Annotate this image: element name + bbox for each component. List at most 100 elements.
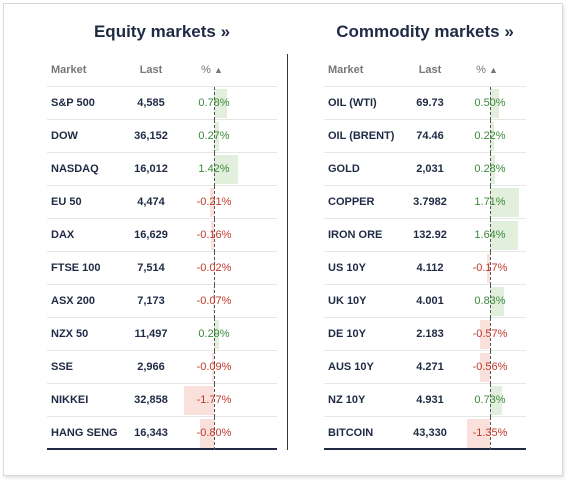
market-name: DE 10Y	[328, 328, 366, 340]
pct-change-cell: -0.21%	[189, 186, 239, 219]
zero-line	[214, 87, 215, 120]
pct-change: 0.27%	[198, 130, 230, 142]
negative-change-bar	[211, 221, 214, 250]
market-name: NZ 10Y	[328, 394, 366, 406]
market-name: BITCOIN	[328, 427, 374, 439]
last-price: 2,966	[137, 361, 165, 373]
positive-change-bar	[214, 122, 219, 151]
market-name: ASX 200	[51, 295, 96, 307]
pct-change-cell: -0.16%	[189, 219, 239, 252]
pct-column-header[interactable]: % ▲	[197, 54, 227, 87]
table-row[interactable]: NIKKEI 32,858 -1.77%	[47, 384, 277, 417]
last-price: 16,343	[134, 427, 168, 439]
market-column-header[interactable]: Market	[51, 64, 87, 76]
pct-change-cell: 0.28%	[465, 153, 515, 186]
table-row[interactable]: AUS 10Y 4.271 -0.56%	[324, 351, 526, 384]
negative-change-bar	[210, 188, 214, 217]
table-row[interactable]: HANG SENG 16,343 -0.80%	[47, 417, 277, 450]
table-row[interactable]: BITCOIN 43,330 -1.35%	[324, 417, 526, 450]
pct-change: 0.83%	[474, 295, 506, 307]
last-column-header[interactable]: Last	[139, 64, 163, 76]
pct-change-cell: 1.64%	[465, 219, 515, 252]
pct-change: -1.35%	[472, 427, 508, 439]
market-column-header[interactable]: Market	[328, 64, 364, 76]
table-row[interactable]: NZ 10Y 4.931 0.73%	[324, 384, 526, 417]
market-name: US 10Y	[328, 262, 366, 274]
negative-change-bar	[200, 419, 214, 448]
pct-change-cell: 0.29%	[189, 318, 239, 351]
table-row[interactable]: NASDAQ 16,012 1.42%	[47, 153, 277, 186]
zero-line	[490, 87, 491, 120]
table-row[interactable]: IRON ORE 132.92 1.64%	[324, 219, 526, 252]
pct-change: -0.80%	[196, 427, 232, 439]
last-price: 3.7982	[413, 196, 447, 208]
pct-change: -0.56%	[472, 361, 508, 373]
pct-change: 1.64%	[474, 229, 506, 241]
table-row[interactable]: DAX 16,629 -0.16%	[47, 219, 277, 252]
table-row[interactable]: SSE 2,966 -0.09%	[47, 351, 277, 384]
table-row[interactable]: DE 10Y 2.183 -0.57%	[324, 318, 526, 351]
pct-change-cell: 0.78%	[189, 87, 239, 120]
zero-line	[214, 384, 215, 417]
pct-change: 0.78%	[198, 97, 230, 109]
table-row[interactable]: S&P 500 4,585 0.78%	[47, 87, 277, 120]
equity-markets-panel: Equity markets » Market Last % ▲ S&P 500…	[47, 4, 277, 450]
table-row[interactable]: DOW 36,152 0.27%	[47, 120, 277, 153]
table-row[interactable]: EU 50 4,474 -0.21%	[47, 186, 277, 219]
table-row[interactable]: OIL (BRENT) 74.46 0.22%	[324, 120, 526, 153]
pct-change-cell: 0.83%	[465, 285, 515, 318]
commodity-markets-panel: Commodity markets » Market Last % ▲ OIL …	[324, 4, 526, 450]
positive-change-bar	[214, 89, 228, 118]
pct-change-cell: -0.09%	[189, 351, 239, 384]
last-price: 4,474	[137, 196, 165, 208]
market-name: IRON ORE	[328, 229, 383, 241]
pct-change-cell: -0.56%	[465, 351, 515, 384]
pct-change: -0.16%	[196, 229, 232, 241]
pct-header-label: %	[476, 64, 486, 76]
equity-table-header: Market Last % ▲	[47, 54, 277, 87]
pct-header-label: %	[201, 64, 211, 76]
zero-line	[214, 417, 215, 450]
zero-line	[490, 285, 491, 318]
pct-change: 0.50%	[474, 97, 506, 109]
last-column-header[interactable]: Last	[418, 64, 442, 76]
market-name: HANG SENG	[51, 427, 118, 439]
table-row[interactable]: UK 10Y 4.001 0.83%	[324, 285, 526, 318]
zero-line	[214, 285, 215, 318]
zero-line	[490, 219, 491, 252]
pct-change: 0.22%	[474, 130, 506, 142]
table-row[interactable]: COPPER 3.7982 1.71%	[324, 186, 526, 219]
zero-line	[490, 318, 491, 351]
pct-change-cell: -1.35%	[465, 417, 515, 450]
zero-line	[490, 417, 491, 450]
zero-line	[490, 120, 491, 153]
table-row[interactable]: ASX 200 7,173 -0.07%	[47, 285, 277, 318]
table-row[interactable]: NZX 50 11,497 0.29%	[47, 318, 277, 351]
positive-change-bar	[490, 221, 518, 250]
market-name: DOW	[51, 130, 78, 142]
table-row[interactable]: FTSE 100 7,514 -0.02%	[47, 252, 277, 285]
table-row[interactable]: OIL (WTI) 69.73 0.50%	[324, 87, 526, 120]
pct-change-cell: -0.07%	[189, 285, 239, 318]
last-price: 74.46	[416, 130, 444, 142]
zero-line	[214, 120, 215, 153]
equity-markets-link[interactable]: Equity markets »	[93, 22, 231, 41]
last-price: 16,629	[134, 229, 168, 241]
market-name: GOLD	[328, 163, 360, 175]
zero-line	[214, 219, 215, 252]
last-price: 32,858	[134, 394, 168, 406]
pct-change: -0.57%	[472, 328, 508, 340]
zero-line	[490, 153, 491, 186]
zero-line	[490, 351, 491, 384]
pct-change-cell: 1.42%	[189, 153, 239, 186]
commodity-markets-link[interactable]: Commodity markets »	[336, 22, 514, 41]
positive-change-bar	[214, 155, 239, 184]
market-name: COPPER	[328, 196, 375, 208]
table-row[interactable]: US 10Y 4.112 -0.17%	[324, 252, 526, 285]
zero-line	[490, 384, 491, 417]
negative-change-bar	[467, 419, 490, 448]
table-row[interactable]: GOLD 2,031 0.28%	[324, 153, 526, 186]
pct-column-header[interactable]: % ▲	[472, 54, 502, 87]
pct-change: 0.73%	[474, 394, 506, 406]
last-price: 16,012	[134, 163, 168, 175]
